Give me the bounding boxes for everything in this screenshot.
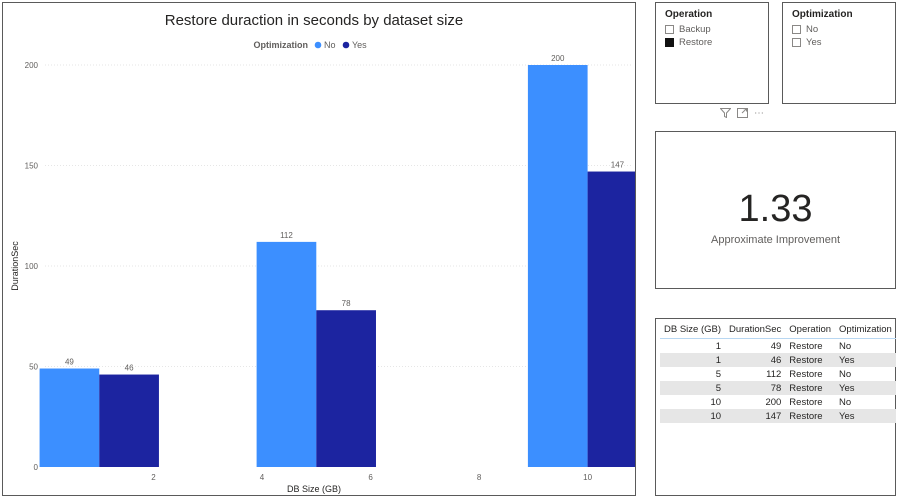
cell-db-size: 5 (715, 368, 722, 380)
x-tick-label: 8 (477, 473, 482, 482)
bar-yes-5 (316, 310, 376, 467)
bar-no-5 (256, 241, 317, 467)
column-header-optimization[interactable]: Optimization (835, 323, 896, 339)
table-row: 1 46 Restore Yes (660, 353, 896, 367)
cell-duration: 147 (725, 409, 786, 423)
bar-chart-visual[interactable]: Restore duraction in seconds by dataset … (2, 2, 636, 496)
checkbox-restore[interactable] (665, 38, 674, 47)
checkbox-no[interactable] (792, 25, 801, 34)
slicer-item-restore[interactable]: Restore (665, 36, 712, 49)
slicer-item-label: Restore (679, 37, 713, 48)
y-tick-label: 50 (29, 363, 38, 372)
more-options-icon[interactable]: ⋯ (754, 108, 764, 119)
cell-operation: Restore (789, 368, 823, 380)
y-tick-label: 200 (25, 61, 39, 70)
legend-label-0: No (324, 40, 336, 50)
visual-header-icons: ⋯ (719, 108, 764, 122)
bar-no-1 (39, 368, 100, 467)
slicer-item-label: No (806, 24, 819, 35)
legend-title: Optimization (254, 40, 309, 50)
optimization-slicer[interactable]: Optimization No Yes (782, 2, 896, 104)
cell-duration: 112 (766, 368, 782, 380)
cell-duration: 46 (725, 353, 786, 367)
cell-optimization: No (839, 368, 852, 380)
data-table-visual[interactable]: DB Size (GB) DurationSec Operation Optim… (655, 318, 896, 496)
table-row: 5 112 Restore No (660, 367, 896, 381)
cell-optimization: Yes (835, 409, 896, 423)
cell-db-size: 5 (660, 381, 726, 395)
data-label: 46 (125, 364, 134, 373)
data-label: 147 (611, 161, 625, 170)
y-axis-title: DurationSec (10, 241, 20, 291)
y-tick-label: 150 (25, 162, 39, 171)
bar-no-10 (527, 65, 588, 467)
data-label: 78 (342, 299, 351, 308)
chart-title: Restore duraction in seconds by dataset … (165, 12, 464, 29)
data-label: 49 (65, 358, 74, 367)
cell-db-size: 10 (660, 409, 726, 423)
cell-operation: Restore (789, 340, 823, 352)
x-tick-label: 4 (260, 473, 265, 482)
x-tick-label: 6 (368, 473, 373, 482)
card-value: 1.33 (738, 188, 813, 230)
chart-canvas: Restore duraction in seconds by dataset … (10, 12, 635, 494)
cell-optimization: No (839, 340, 852, 352)
card-label: Approximate Improvement (711, 234, 840, 246)
y-tick-label: 0 (34, 463, 39, 472)
table-row: 10 200 Restore No (660, 395, 896, 409)
operation-slicer[interactable]: Operation Backup Restore (655, 2, 769, 104)
x-tick-label: 2 (151, 473, 156, 482)
table-row: 10 147 Restore Yes (660, 409, 896, 423)
cell-duration: 49 (770, 340, 782, 352)
legend-marker-0 (314, 41, 322, 49)
cell-operation: Restore (789, 396, 823, 408)
x-tick-label: 10 (583, 473, 592, 482)
table-row: 1 49 Restore No (660, 339, 896, 354)
column-header-operation[interactable]: Operation (785, 323, 836, 339)
data-table: DB Size (GB) DurationSec Operation Optim… (660, 323, 896, 423)
slicer-item-yes[interactable]: Yes (792, 36, 822, 49)
focus-mode-icon[interactable] (737, 108, 748, 122)
cell-db-size: 10 (710, 396, 722, 408)
slicer-item-no[interactable]: No (792, 23, 822, 36)
bar-yes-10 (587, 171, 635, 467)
column-header-db-size[interactable]: DB Size (GB) (660, 323, 726, 339)
cell-duration: 78 (725, 381, 786, 395)
cell-optimization: Yes (835, 381, 896, 395)
data-label: 200 (551, 54, 565, 63)
slicer-item-label: Yes (806, 37, 822, 48)
operation-slicer-title: Operation (665, 9, 713, 20)
bar-yes-1 (99, 374, 159, 467)
data-label: 112 (280, 231, 293, 240)
optimization-slicer-title: Optimization (792, 9, 853, 20)
cell-db-size: 1 (660, 353, 726, 367)
cell-optimization: Yes (835, 353, 896, 367)
legend-marker-1 (342, 41, 350, 49)
checkbox-yes[interactable] (792, 38, 801, 47)
table-header-row: DB Size (GB) DurationSec Operation Optim… (660, 323, 896, 339)
cell-operation: Restore (785, 409, 836, 423)
cell-operation: Restore (785, 381, 836, 395)
column-header-duration[interactable]: DurationSec (725, 323, 786, 339)
filter-icon[interactable] (719, 108, 732, 122)
checkbox-backup[interactable] (665, 25, 674, 34)
kpi-card: 1.33 Approximate Improvement (655, 131, 896, 289)
slicer-item-backup[interactable]: Backup (665, 23, 712, 36)
cell-duration: 200 (765, 396, 782, 408)
legend-label-1: Yes (352, 40, 367, 50)
slicer-item-label: Backup (679, 24, 711, 35)
cell-db-size: 1 (715, 340, 722, 352)
cell-operation: Restore (785, 353, 836, 367)
cell-optimization: No (839, 396, 852, 408)
x-axis-title: DB Size (GB) (287, 484, 341, 494)
y-tick-label: 100 (25, 262, 39, 271)
table-row: 5 78 Restore Yes (660, 381, 896, 395)
